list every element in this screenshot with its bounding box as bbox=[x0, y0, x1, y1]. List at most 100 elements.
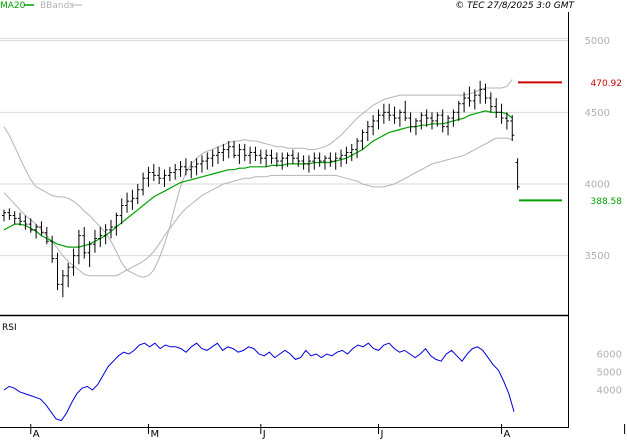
ohlc-bar bbox=[269, 149, 274, 164]
ohlc-bar bbox=[264, 149, 269, 167]
ohlc-bar bbox=[392, 106, 397, 124]
ohlc-bar bbox=[199, 155, 204, 173]
ohlc-bar bbox=[173, 163, 178, 180]
price-y-tick-label: 4500 bbox=[585, 108, 610, 119]
x-axis-months: AMJJAS bbox=[30, 424, 627, 440]
ohlc-bar bbox=[499, 103, 504, 124]
ohlc-bar bbox=[333, 152, 338, 170]
ohlc-bar bbox=[360, 129, 365, 150]
rsi-y-tick-label: 5000 bbox=[597, 368, 622, 379]
price-panel: 5000 4500 4000 3500 470.92 388.58 bbox=[0, 36, 622, 298]
rsi-y-axis-ticks: 6000 5000 4000 bbox=[597, 350, 622, 397]
ohlc-bar bbox=[488, 92, 493, 113]
ohlc-bar bbox=[419, 112, 424, 130]
ohlc-bar bbox=[82, 227, 87, 259]
ohlc-bar bbox=[98, 227, 103, 248]
x-axis-month-label: M bbox=[150, 429, 159, 440]
level-label: 470.92 bbox=[591, 79, 623, 89]
ohlc-bar bbox=[408, 112, 413, 133]
ohlc-bar bbox=[397, 109, 402, 127]
price-y-axis-ticks: 5000 4500 4000 3500 bbox=[585, 36, 610, 262]
ohlc-bar bbox=[494, 98, 499, 119]
price-grid bbox=[0, 38, 568, 257]
ohlc-bar bbox=[221, 143, 226, 162]
ohlc-bar bbox=[232, 141, 237, 159]
rsi-y-tick-label: 4000 bbox=[597, 386, 622, 397]
chart-legend: MA20 BBands bbox=[0, 1, 82, 11]
bbands-upper-line bbox=[3, 79, 513, 278]
ohlc-bar bbox=[296, 152, 301, 167]
ohlc-bar bbox=[504, 112, 509, 130]
rsi-line bbox=[3, 342, 515, 422]
ohlc-bar bbox=[87, 241, 92, 268]
ohlc-bar bbox=[71, 248, 76, 276]
legend-bbands-label: BBands bbox=[40, 1, 74, 11]
ohlc-bar bbox=[178, 161, 183, 177]
ohlc-bar bbox=[135, 184, 140, 205]
ohlc-bar bbox=[60, 270, 65, 298]
ohlc-bar bbox=[290, 149, 295, 164]
price-levels: 470.92 388.58 bbox=[518, 79, 622, 207]
ohlc-bar bbox=[280, 152, 285, 170]
ma20-line bbox=[3, 110, 513, 248]
price-bars bbox=[2, 80, 520, 298]
ohlc-bar bbox=[462, 92, 467, 113]
ohlc-bar bbox=[210, 149, 215, 167]
ohlc-bar bbox=[371, 115, 376, 136]
ohlc-bar bbox=[50, 235, 55, 263]
copyright-label: © TEC 27/8/2025 3:0 GMT bbox=[455, 1, 575, 11]
ohlc-bar bbox=[189, 161, 194, 179]
rsi-panel-title: RSI bbox=[2, 323, 17, 333]
ohlc-bar bbox=[381, 103, 386, 124]
x-axis-month-label: A bbox=[33, 429, 40, 440]
ohlc-bar bbox=[285, 152, 290, 167]
price-y-tick-label: 5000 bbox=[585, 36, 610, 47]
ohlc-bar bbox=[344, 146, 349, 164]
ohlc-bar bbox=[23, 215, 28, 230]
ohlc-bar bbox=[467, 86, 472, 107]
ohlc-bar bbox=[312, 152, 317, 170]
ohlc-bar bbox=[306, 155, 311, 173]
ohlc-bar bbox=[248, 146, 253, 164]
ohlc-bar bbox=[141, 172, 146, 196]
ohlc-bar bbox=[28, 218, 33, 233]
ohlc-bar bbox=[355, 138, 360, 159]
ohlc-bar bbox=[205, 152, 210, 170]
ohlc-bar bbox=[403, 100, 408, 121]
ohlc-bar bbox=[162, 169, 167, 187]
ohlc-bar bbox=[183, 158, 188, 176]
ohlc-bar bbox=[237, 143, 242, 164]
ohlc-bar bbox=[323, 155, 327, 170]
ohlc-bar bbox=[92, 229, 97, 253]
ohlc-bar bbox=[125, 192, 130, 213]
rsi-y-tick-label: 6000 bbox=[597, 350, 622, 361]
ohlc-bar bbox=[258, 149, 263, 164]
ohlc-bar bbox=[12, 211, 17, 225]
ohlc-bar bbox=[44, 227, 49, 245]
ohlc-bar bbox=[483, 83, 488, 104]
price-y-tick-label: 4000 bbox=[585, 180, 610, 191]
x-axis-month-label: J bbox=[380, 429, 384, 440]
ohlc-bar bbox=[194, 158, 199, 176]
ohlc-bar bbox=[39, 221, 44, 236]
x-axis-month-label: A bbox=[504, 429, 511, 440]
ohlc-bar bbox=[7, 208, 12, 220]
ohlc-bar bbox=[456, 100, 461, 121]
ohlc-bar bbox=[253, 146, 258, 162]
ohlc-bar bbox=[226, 141, 231, 159]
ohlc-bar bbox=[413, 118, 418, 136]
ohlc-bar bbox=[451, 109, 456, 127]
ohlc-bar bbox=[446, 115, 451, 136]
ohlc-bar bbox=[103, 224, 108, 245]
ohlc-bar bbox=[242, 143, 247, 162]
ohlc-bar bbox=[151, 163, 156, 182]
ohlc-bar bbox=[119, 198, 124, 225]
ohlc-bar bbox=[18, 212, 23, 226]
ohlc-bar bbox=[510, 115, 515, 141]
ohlc-bar bbox=[365, 120, 370, 141]
ohlc-bar bbox=[2, 209, 6, 222]
x-axis-month-label: J bbox=[262, 429, 266, 440]
ohlc-bar bbox=[109, 219, 113, 239]
